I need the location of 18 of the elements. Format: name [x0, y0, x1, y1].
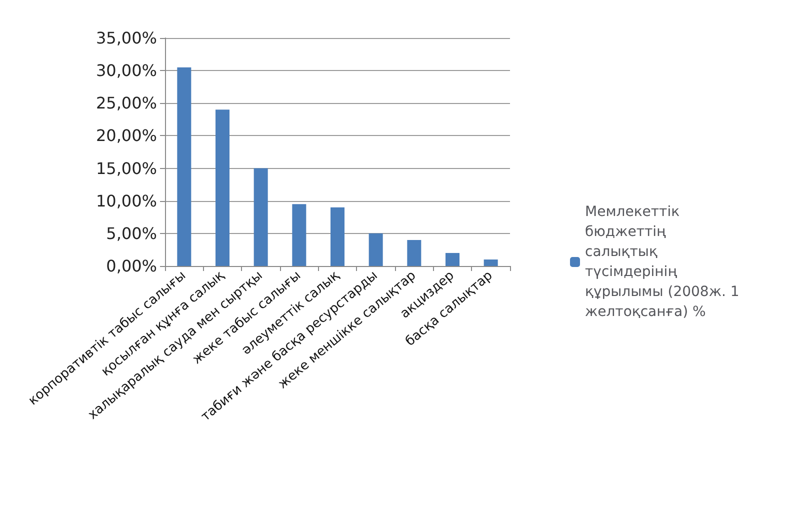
y-tick-label: 0,00% [106, 256, 157, 276]
bar [254, 168, 268, 266]
y-tick-label: 25,00% [96, 94, 157, 113]
y-tick-label: 15,00% [96, 158, 157, 178]
legend-label: Мемлекеттік бюджеттің салықтық түсімдерінің құрылымы (2008ж. 1 желтоқсанға) % [585, 204, 744, 320]
bar [407, 240, 422, 266]
y-tick-label: 30,00% [96, 61, 157, 80]
bar [484, 259, 498, 266]
bar [216, 110, 230, 266]
y-tick-label: 35,00% [96, 28, 157, 48]
bar [177, 67, 192, 266]
bar [292, 204, 306, 266]
bar [330, 207, 344, 266]
bar [368, 233, 383, 266]
y-tick-label: 5,00% [106, 224, 157, 243]
y-tick-label: 10,00% [96, 191, 157, 210]
y-tick-label: 20,00% [96, 126, 157, 146]
bar [446, 252, 460, 266]
